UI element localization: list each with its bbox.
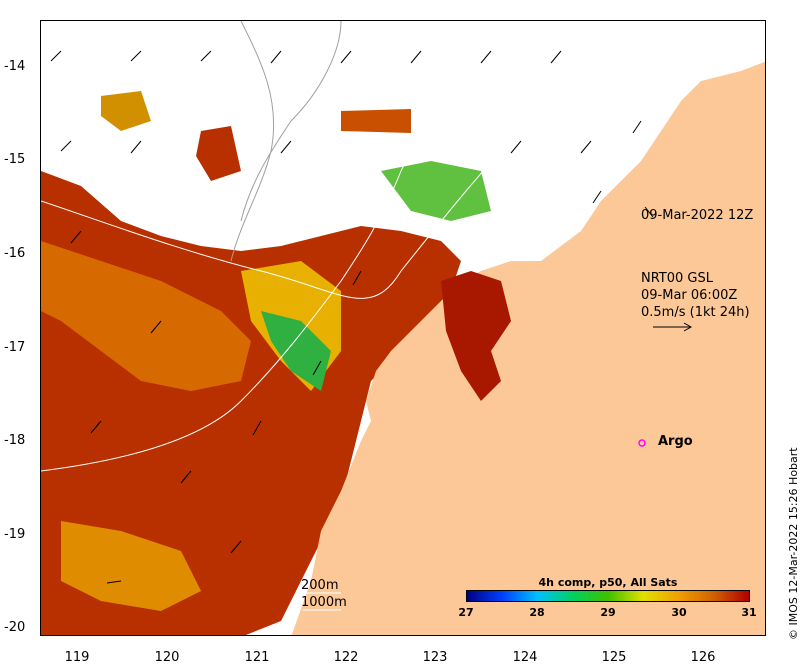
- contour-1000m: [41, 21, 462, 472]
- lon-label: 125: [601, 650, 627, 665]
- lat-label: -19: [4, 527, 26, 542]
- lon-label: 120: [154, 650, 180, 665]
- contour-bathy-grey-2: [240, 21, 342, 222]
- argo-marker: [638, 439, 646, 447]
- sst-field-mid: [41, 241, 251, 391]
- lat-label: -17: [4, 340, 26, 355]
- scale-arrow-head: [683, 322, 693, 332]
- current-source: NRT00 GSL: [641, 271, 713, 286]
- lon-label: 123: [422, 650, 448, 665]
- colorbar-tick: 31: [741, 606, 757, 619]
- credit-text: © IMOS 12-Mar-2022 15:26 Hobart: [787, 447, 800, 640]
- lon-label: 126: [690, 650, 716, 665]
- lat-label: -20: [4, 620, 26, 635]
- annotation-leader: [644, 206, 654, 218]
- lon-label: 121: [244, 650, 270, 665]
- depth-label-1000m: 1000m: [301, 595, 347, 610]
- lat-label: -18: [4, 433, 26, 448]
- colorbar-tick: 27: [458, 606, 474, 619]
- current-arrows: [50, 50, 642, 584]
- lat-label: -16: [4, 246, 26, 261]
- land-mass: [291, 61, 765, 635]
- colorbar-tick: 28: [529, 606, 545, 619]
- lat-label: -14: [4, 59, 26, 74]
- sst-gulf: [441, 271, 511, 401]
- current-scale: 0.5m/s (1kt 24h): [641, 305, 750, 320]
- colorbar: [466, 590, 750, 602]
- sst-field-cold: [261, 311, 331, 391]
- contour-bathy-grey: [230, 21, 275, 262]
- lon-label: 124: [512, 650, 538, 665]
- lon-label: 122: [333, 650, 359, 665]
- colorbar-tick: 29: [600, 606, 616, 619]
- argo-label: Argo: [658, 434, 693, 449]
- annotation-time: 09-Mar-2022 12Z: [641, 208, 754, 223]
- map-frame: [40, 20, 766, 636]
- current-time: 09-Mar 06:00Z: [641, 288, 738, 303]
- sst-patch-north-2: [101, 91, 151, 131]
- sst-patch-north: [381, 161, 491, 221]
- lon-label: 119: [64, 650, 90, 665]
- sst-patch-north-3: [196, 126, 241, 181]
- lat-label: -15: [4, 152, 26, 167]
- colorbar-title: 4h comp, p50, All Sats: [538, 576, 678, 589]
- colorbar-tick: 30: [671, 606, 687, 619]
- sst-field-mid-2: [61, 521, 201, 611]
- sst-map: [41, 21, 765, 635]
- contour-200m: [41, 21, 536, 299]
- sst-patch-north-4: [341, 109, 411, 133]
- depth-label-200m: 200m: [301, 578, 339, 593]
